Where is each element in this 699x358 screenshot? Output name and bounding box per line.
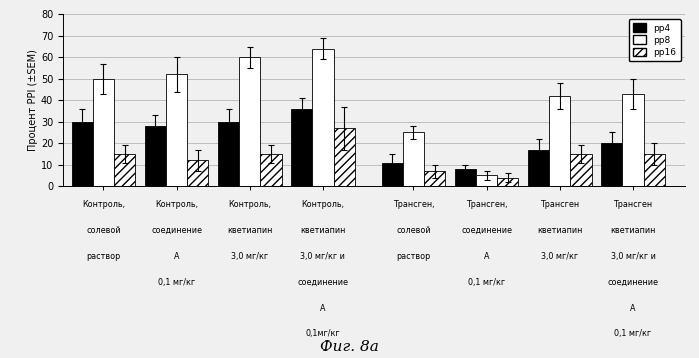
Bar xyxy=(333,128,354,186)
Bar xyxy=(424,171,445,186)
Text: соединение: соединение xyxy=(298,278,348,287)
Bar xyxy=(549,96,570,186)
Text: 0,1 мг/кг: 0,1 мг/кг xyxy=(158,278,195,287)
Bar xyxy=(403,132,424,186)
Text: Фиг. 8а: Фиг. 8а xyxy=(320,340,379,354)
Text: 0,1мг/кг: 0,1мг/кг xyxy=(305,329,340,338)
Text: кветиапин: кветиапин xyxy=(227,226,273,235)
Text: Контроль,: Контроль, xyxy=(229,200,271,209)
Bar xyxy=(218,122,239,186)
Bar xyxy=(71,122,93,186)
Text: А: А xyxy=(320,304,326,313)
Text: 3,0 мг/кг и: 3,0 мг/кг и xyxy=(301,252,345,261)
Text: соединение: соединение xyxy=(151,226,202,235)
Bar xyxy=(166,74,187,186)
Text: Контроль,: Контроль, xyxy=(155,200,198,209)
Text: Трансген: Трансген xyxy=(540,200,579,209)
Bar xyxy=(260,154,282,186)
Text: кветиапин: кветиапин xyxy=(301,226,345,235)
Text: Трансген,: Трансген, xyxy=(466,200,507,209)
Bar xyxy=(497,178,519,186)
Bar xyxy=(239,57,260,186)
Bar xyxy=(114,154,135,186)
Bar xyxy=(601,143,622,186)
Text: А: А xyxy=(174,252,180,261)
Text: кветиапин: кветиапин xyxy=(610,226,656,235)
Text: 3,0 мг/кг: 3,0 мг/кг xyxy=(541,252,578,261)
Bar xyxy=(93,79,114,186)
Bar xyxy=(476,175,497,186)
Text: Контроль,: Контроль, xyxy=(82,200,125,209)
Bar xyxy=(455,169,476,186)
Text: 0,1 мг/кг: 0,1 мг/кг xyxy=(614,329,651,338)
Bar xyxy=(382,163,403,186)
Bar xyxy=(312,49,333,186)
Bar xyxy=(291,109,312,186)
Bar xyxy=(145,126,166,186)
Bar xyxy=(187,160,208,186)
Text: Контроль,: Контроль, xyxy=(301,200,345,209)
Bar xyxy=(528,150,549,186)
Text: 3,0 мг/кг и: 3,0 мг/кг и xyxy=(611,252,656,261)
Bar xyxy=(644,154,665,186)
Text: 0,1 мг/кг: 0,1 мг/кг xyxy=(468,278,505,287)
Text: раствор: раствор xyxy=(396,252,431,261)
Text: солевой: солевой xyxy=(396,226,431,235)
Text: соединение: соединение xyxy=(461,226,512,235)
Text: Трансген,: Трансген, xyxy=(393,200,434,209)
Text: солевой: солевой xyxy=(86,226,121,235)
Legend: pp4, pp8, pp16: pp4, pp8, pp16 xyxy=(628,19,681,62)
Text: А: А xyxy=(630,304,636,313)
Bar xyxy=(570,154,591,186)
Text: соединение: соединение xyxy=(607,278,658,287)
Text: Трансген: Трансген xyxy=(614,200,653,209)
Bar xyxy=(622,94,644,186)
Text: 3,0 мг/кг: 3,0 мг/кг xyxy=(231,252,268,261)
Text: А: А xyxy=(484,252,489,261)
Text: кветиапин: кветиапин xyxy=(537,226,582,235)
Y-axis label: Процент PPI (±SEM): Процент PPI (±SEM) xyxy=(28,49,38,151)
Text: раствор: раствор xyxy=(86,252,120,261)
